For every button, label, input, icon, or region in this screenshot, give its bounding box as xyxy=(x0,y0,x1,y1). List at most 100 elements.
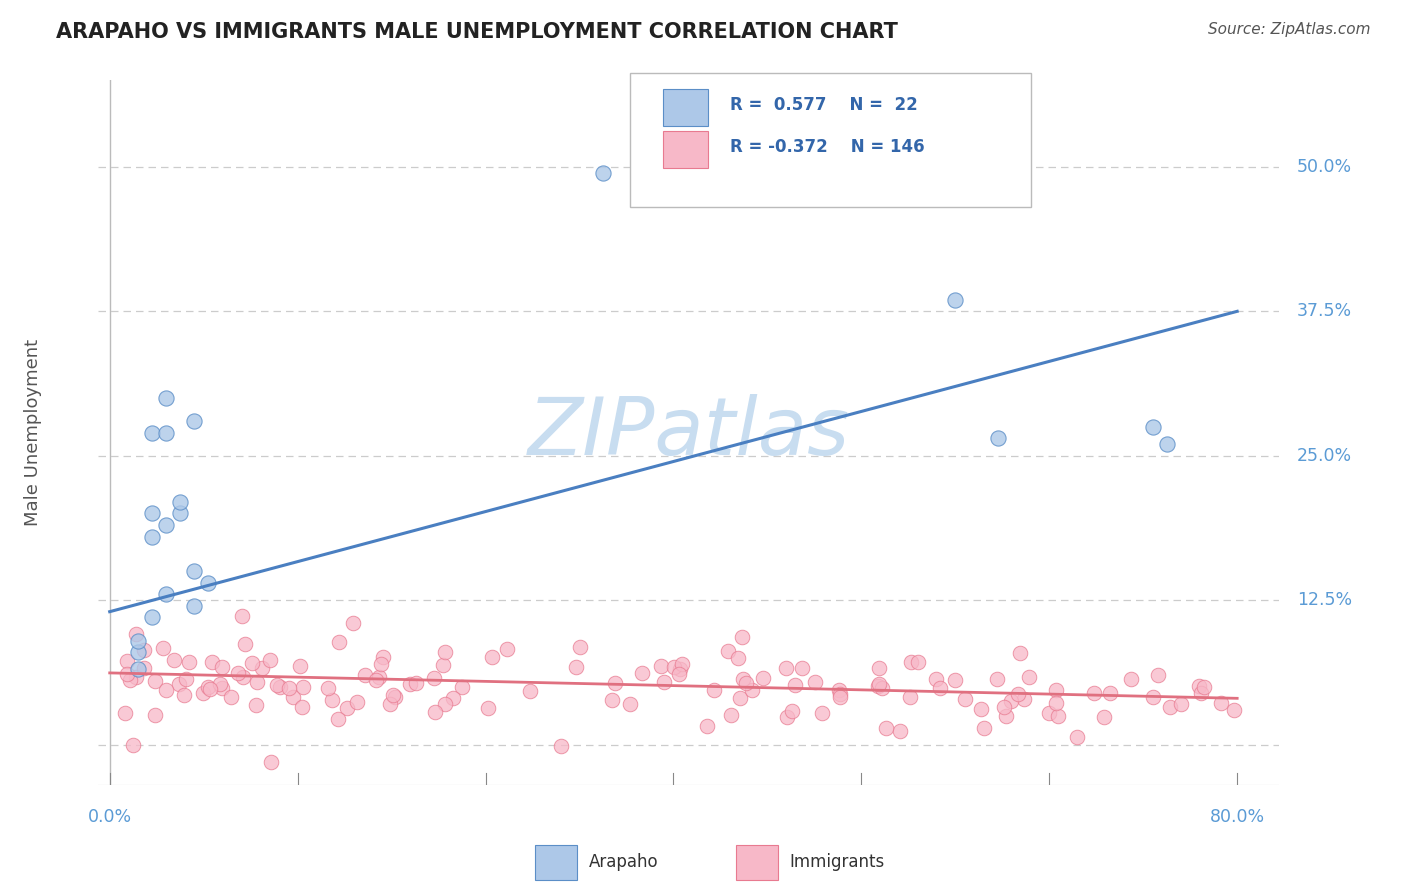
Point xyxy=(1209,696,1232,710)
Point xyxy=(1038,706,1060,720)
Point xyxy=(569,640,592,655)
Point xyxy=(117,667,139,681)
Point xyxy=(183,564,205,578)
Point xyxy=(183,599,205,613)
Point xyxy=(741,683,763,698)
Point xyxy=(208,676,231,690)
Point xyxy=(810,706,832,720)
Point xyxy=(717,644,740,658)
Point xyxy=(790,661,813,675)
Point xyxy=(174,672,197,686)
Point xyxy=(1189,686,1212,700)
Point xyxy=(191,686,214,700)
Point xyxy=(141,425,163,440)
Point xyxy=(115,654,138,668)
Point xyxy=(155,391,177,405)
Point xyxy=(925,672,948,686)
Point xyxy=(519,683,541,698)
Point xyxy=(288,659,311,673)
Point xyxy=(342,616,364,631)
Point xyxy=(346,695,368,709)
Point xyxy=(652,674,675,689)
Text: 25.0%: 25.0% xyxy=(1298,447,1353,465)
Point xyxy=(1142,420,1164,434)
Point xyxy=(179,655,201,669)
Point xyxy=(953,692,976,706)
Text: Source: ZipAtlas.com: Source: ZipAtlas.com xyxy=(1208,22,1371,37)
Point xyxy=(197,680,219,694)
Point xyxy=(928,681,950,695)
Point xyxy=(993,699,1015,714)
Text: 50.0%: 50.0% xyxy=(1298,158,1353,176)
Point xyxy=(631,666,654,681)
Point xyxy=(353,668,375,682)
Point xyxy=(441,691,464,706)
Point xyxy=(1007,688,1029,702)
Point xyxy=(240,656,263,670)
Point xyxy=(127,662,149,676)
Point xyxy=(382,688,405,702)
Point xyxy=(326,712,349,726)
Point xyxy=(600,693,623,707)
Point xyxy=(335,701,357,715)
Point xyxy=(669,662,692,676)
Point xyxy=(1142,690,1164,704)
Point xyxy=(259,653,281,667)
Point xyxy=(141,610,163,624)
Point xyxy=(450,681,472,695)
Point xyxy=(1012,692,1035,706)
Point xyxy=(125,627,148,641)
Point xyxy=(900,690,922,704)
Point xyxy=(783,678,806,692)
Point xyxy=(870,681,893,696)
Point xyxy=(481,649,503,664)
Point xyxy=(155,587,177,601)
Point xyxy=(211,681,233,695)
Point xyxy=(291,681,314,695)
Point xyxy=(477,701,499,715)
Point xyxy=(664,660,686,674)
Point xyxy=(316,681,339,696)
Point xyxy=(650,659,672,673)
Point xyxy=(995,709,1018,723)
Point xyxy=(1147,667,1170,681)
Point xyxy=(1000,694,1022,708)
Point xyxy=(868,679,890,693)
Point xyxy=(731,630,754,644)
FancyBboxPatch shape xyxy=(737,845,778,880)
Point xyxy=(696,719,718,733)
Point xyxy=(169,507,191,521)
Point xyxy=(565,660,588,674)
Point xyxy=(235,637,257,651)
Point xyxy=(943,293,966,307)
Point xyxy=(1159,699,1181,714)
Point xyxy=(1083,686,1105,700)
Point xyxy=(281,690,304,704)
Point xyxy=(970,702,993,716)
FancyBboxPatch shape xyxy=(664,131,707,169)
Point xyxy=(398,677,420,691)
Point xyxy=(250,661,273,675)
Point xyxy=(987,431,1010,445)
Point xyxy=(134,661,156,675)
Point xyxy=(423,705,446,719)
Point xyxy=(703,683,725,698)
Point xyxy=(371,650,394,665)
Point xyxy=(1188,680,1211,694)
Point xyxy=(132,643,155,657)
Point xyxy=(1092,710,1115,724)
Point xyxy=(1045,683,1067,698)
Point xyxy=(124,670,146,684)
Point xyxy=(245,698,267,712)
Point xyxy=(232,670,254,684)
Point xyxy=(780,704,803,718)
Point xyxy=(868,677,890,691)
Point xyxy=(211,660,233,674)
Point xyxy=(120,673,142,687)
Point xyxy=(163,652,186,666)
Text: R =  0.577    N =  22: R = 0.577 N = 22 xyxy=(730,96,918,114)
Text: 12.5%: 12.5% xyxy=(1298,591,1353,609)
Point xyxy=(1066,730,1088,744)
Point xyxy=(671,657,693,671)
Point xyxy=(291,700,314,714)
